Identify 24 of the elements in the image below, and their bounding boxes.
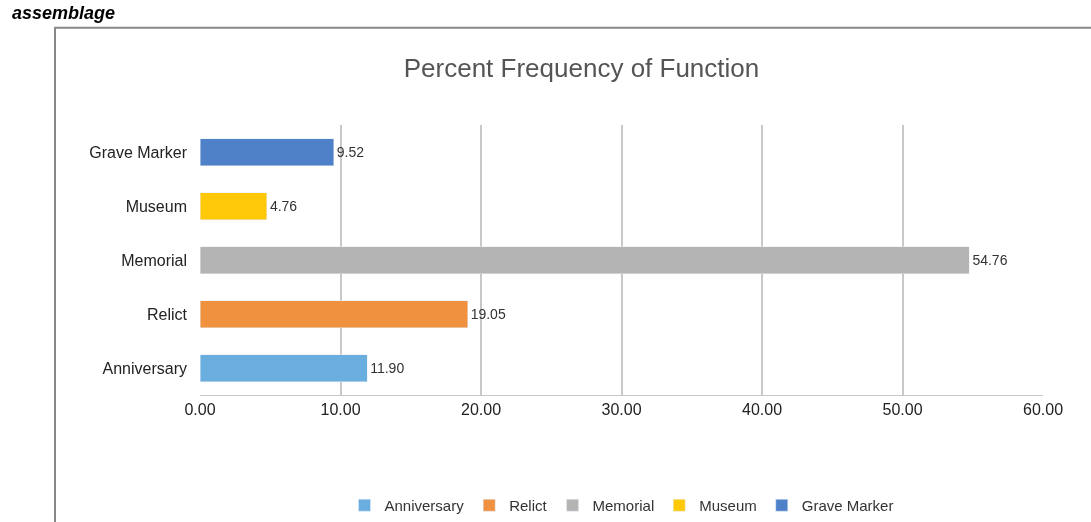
y-tick-label: Memorial [121,251,187,269]
x-tick-label: 60.00 [1022,401,1064,419]
x-tick-label: 50.00 [882,401,923,419]
x-tick-label: 10.00 [320,401,361,419]
data-label: 4.76 [269,198,298,214]
text: assemblage [12,3,116,23]
chart-title: Percent Frequency of Function [403,52,760,83]
legend-label: Memorial [592,497,655,515]
legend-label: Relict [509,497,548,515]
data-label: 11.90 [370,360,405,376]
legend-label: Museum [699,497,757,515]
data-label: 19.05 [470,306,506,322]
y-tick-label: Grave Marker [89,143,188,161]
legend-label: Grave Marker [801,497,894,515]
y-tick-label: Anniversary [102,359,187,377]
y-tick-label: Museum [125,197,187,215]
data-label: 54.76 [972,252,1008,268]
legend-label: Anniversary [384,497,465,515]
x-tick-label: 20.00 [460,401,502,419]
x-tick-label: 40.00 [741,401,783,419]
x-tick-label: 30.00 [601,401,642,419]
data-label: 9.52 [336,144,365,160]
x-tick-label: 0.00 [184,401,216,419]
y-tick-label: Relict [146,305,188,323]
